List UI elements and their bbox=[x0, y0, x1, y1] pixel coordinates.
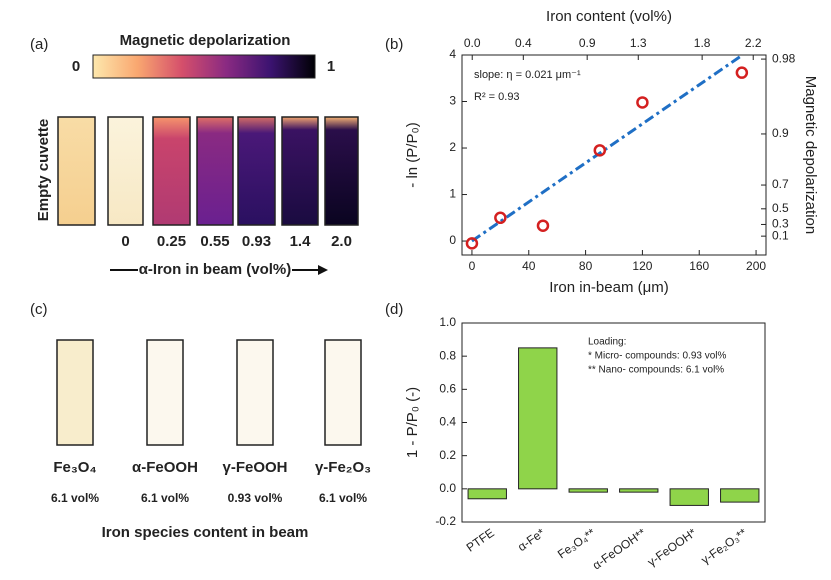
species-name: γ-Fe₂O₃ bbox=[315, 459, 371, 476]
cuvette bbox=[324, 339, 362, 446]
y2-tick-label: 0.98 bbox=[772, 51, 796, 65]
note: * Micro- compounds: 0.93 vol% bbox=[588, 351, 727, 362]
x-tick-label: γ-Fe₂O₃** bbox=[698, 525, 749, 567]
species-content: 6.1 vol% bbox=[319, 491, 367, 505]
bar bbox=[467, 488, 507, 500]
x-tick-label: PTFE bbox=[464, 526, 497, 555]
x2-tick-label: 1.8 bbox=[694, 36, 711, 50]
species-content: 6.1 vol% bbox=[141, 491, 189, 505]
colorbar bbox=[92, 54, 316, 79]
x-tick-label: α-Fe* bbox=[515, 525, 548, 554]
x2-tick-label: 1.3 bbox=[630, 36, 647, 50]
y-tick-label: 0 bbox=[449, 233, 456, 247]
cuvette bbox=[56, 339, 94, 446]
cuvette bbox=[281, 116, 319, 226]
sample-label: 1.4 bbox=[290, 233, 312, 250]
x-tick-label: Fe₃O₄** bbox=[555, 525, 598, 561]
empty-label: Empty cuvette bbox=[35, 119, 52, 222]
sample-label: 0.55 bbox=[200, 233, 229, 250]
y-tick-label: 0.2 bbox=[439, 448, 456, 462]
point bbox=[636, 96, 649, 109]
point bbox=[536, 219, 550, 232]
y-tick-label: 1 bbox=[449, 187, 456, 201]
cuvette bbox=[152, 116, 191, 226]
x-tick-label: 200 bbox=[746, 259, 766, 273]
species-content: 0.93 vol% bbox=[228, 491, 283, 505]
y2-tick-label: 0.1 bbox=[772, 228, 789, 242]
colorbar-max: 1 bbox=[327, 58, 335, 75]
caption: Iron species content in beam bbox=[102, 524, 309, 541]
panel-label: (c) bbox=[30, 301, 48, 318]
y-tick-label: 0.8 bbox=[439, 348, 456, 362]
bar bbox=[619, 488, 659, 493]
cuvette bbox=[237, 116, 276, 226]
panel-label: (d) bbox=[385, 301, 403, 318]
bar bbox=[568, 488, 608, 493]
x-tick-label: 80 bbox=[579, 259, 593, 273]
point bbox=[465, 237, 479, 250]
y2-tick-label: 0.9 bbox=[772, 126, 789, 140]
y2-tick-label: 0.7 bbox=[772, 177, 789, 191]
x-axis-label: Iron in-beam (μm) bbox=[549, 279, 669, 296]
bar bbox=[669, 488, 709, 506]
x-tick-label: 0 bbox=[469, 259, 476, 273]
sample-label: 0 bbox=[121, 233, 129, 250]
x-tick-label: 40 bbox=[522, 259, 536, 273]
y-tick-label: 0.6 bbox=[439, 382, 456, 396]
sample-label: 0.25 bbox=[157, 233, 186, 250]
cuvette bbox=[146, 339, 184, 446]
plot-frame bbox=[461, 54, 767, 256]
x2-tick-label: 2.2 bbox=[745, 36, 762, 50]
point bbox=[735, 66, 749, 79]
y-tick-label: 0.0 bbox=[439, 481, 456, 495]
point bbox=[494, 211, 507, 225]
panel-label: (a) bbox=[30, 36, 48, 53]
cuvette bbox=[107, 116, 144, 226]
bar bbox=[720, 488, 760, 503]
species-name: Fe₃O₄ bbox=[53, 459, 96, 476]
y-tick-label: 4 bbox=[449, 47, 456, 61]
point bbox=[593, 144, 607, 157]
x2-axis-label: Iron content (vol%) bbox=[546, 8, 672, 25]
y-tick-label: 3 bbox=[449, 94, 456, 108]
cuvette bbox=[57, 116, 96, 226]
y2-tick-label: 0.5 bbox=[772, 201, 789, 215]
colorbar-min: 0 bbox=[72, 58, 80, 75]
panel-label: (b) bbox=[385, 36, 403, 53]
y-tick-label: -0.2 bbox=[435, 514, 456, 528]
fit-line bbox=[471, 54, 743, 243]
sample-label: 0.93 bbox=[242, 233, 271, 250]
arrow-head bbox=[318, 265, 328, 275]
x2-tick-label: 0.9 bbox=[579, 36, 596, 50]
y-tick-label: 0.4 bbox=[439, 415, 456, 429]
y2-tick-label: 0.3 bbox=[772, 217, 789, 231]
y-axis-label: 1 - P/P₀ (-) bbox=[404, 387, 421, 458]
x-tick-label: 120 bbox=[632, 259, 652, 273]
species-name: α-FeOOH bbox=[132, 459, 198, 476]
x-tick-label: 160 bbox=[689, 259, 709, 273]
x2-tick-label: 0.4 bbox=[515, 36, 532, 50]
y2-axis-label: Magnetic depolarization bbox=[802, 76, 819, 234]
annotation: R² = 0.93 bbox=[474, 91, 520, 103]
x-tick-label: α-FeOOH** bbox=[590, 525, 649, 572]
axis-label: α-Iron in beam (vol%) bbox=[139, 261, 292, 278]
note: Loading: bbox=[588, 337, 626, 348]
cuvette bbox=[196, 116, 234, 226]
annotation: slope: η = 0.021 μm⁻¹ bbox=[474, 69, 581, 81]
bar bbox=[518, 347, 558, 490]
y-tick-label: 1.0 bbox=[439, 315, 456, 329]
y-axis-label: - ln (P/P₀) bbox=[404, 122, 421, 187]
cuvette bbox=[236, 339, 274, 446]
sample-label: 2.0 bbox=[331, 233, 352, 250]
species-name: γ-FeOOH bbox=[222, 459, 287, 476]
cuvette bbox=[324, 116, 359, 226]
x2-tick-label: 0.0 bbox=[464, 36, 481, 50]
y-tick-label: 2 bbox=[449, 140, 456, 154]
species-content: 6.1 vol% bbox=[51, 491, 99, 505]
note: ** Nano- compounds: 6.1 vol% bbox=[588, 365, 724, 376]
x-tick-label: γ-FeOOH* bbox=[645, 525, 699, 569]
colorbar-title: Magnetic depolarization bbox=[120, 32, 291, 49]
